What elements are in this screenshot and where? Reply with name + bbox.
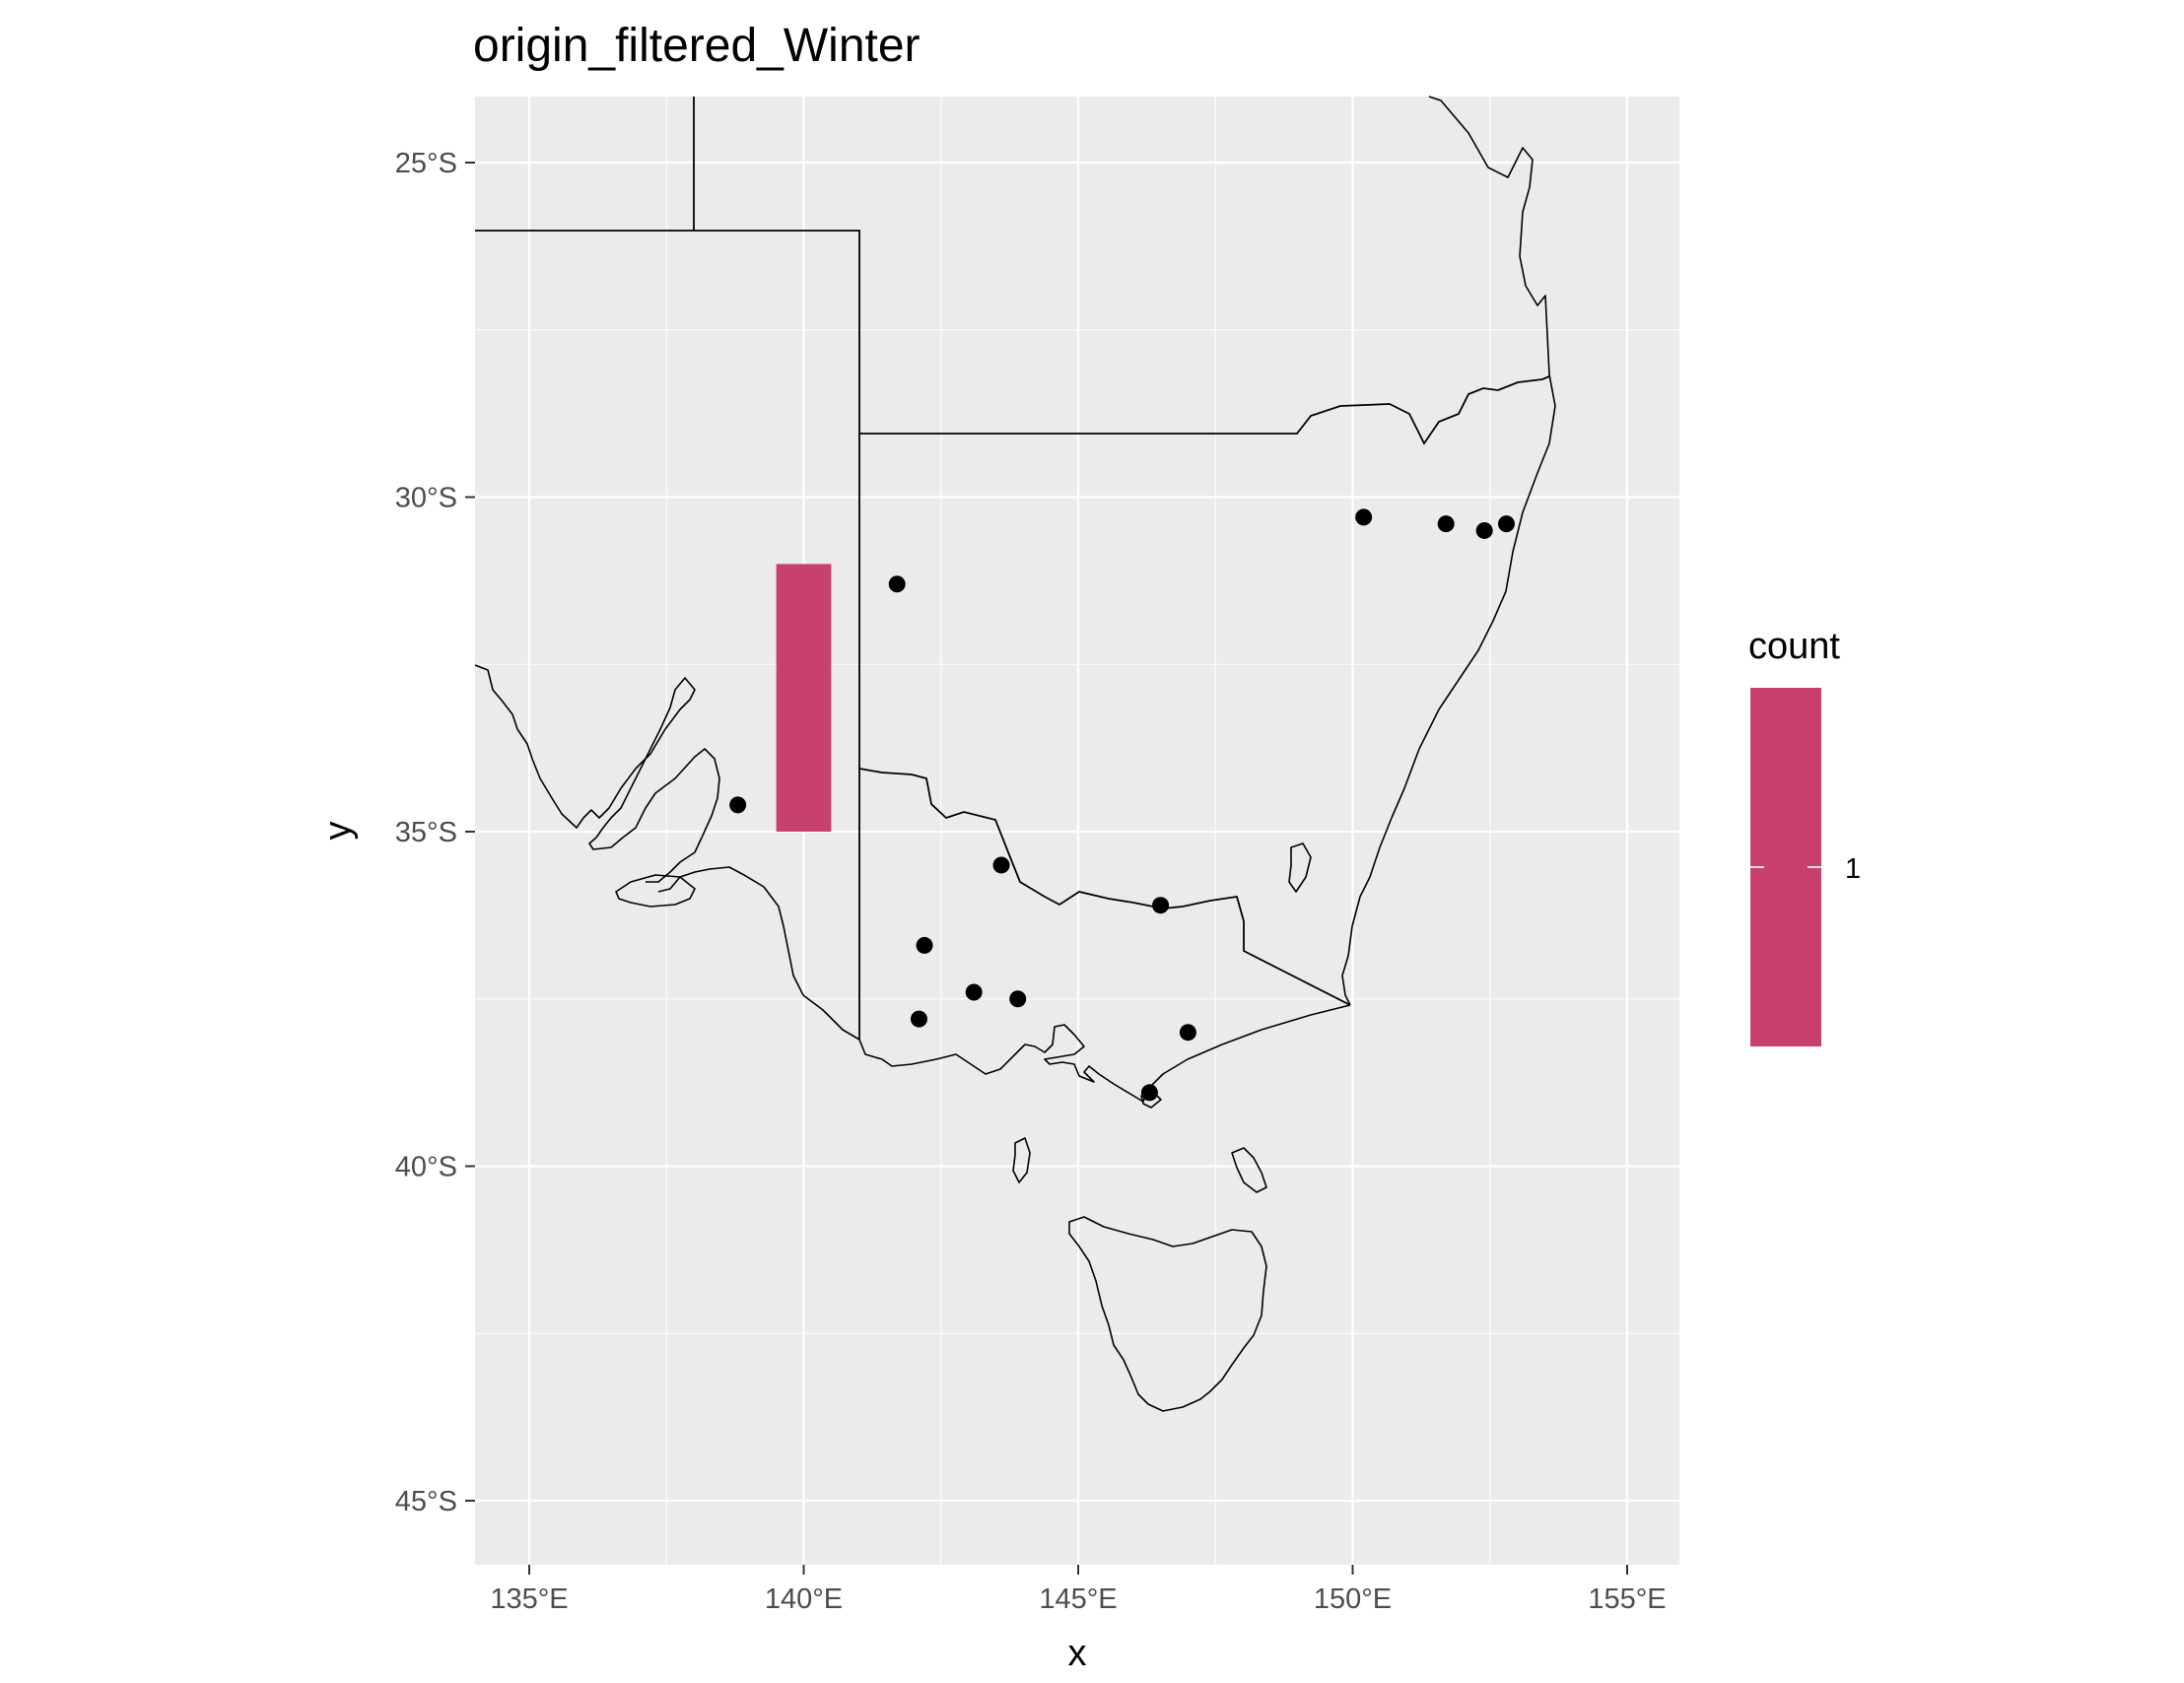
x-axis: 135°E 140°E 145°E 150°E 155°E xyxy=(490,1565,1667,1615)
south-coastline xyxy=(657,866,1351,1103)
data-points xyxy=(729,508,1515,1102)
tasmania xyxy=(1068,1216,1267,1412)
x-tick-label: 140°E xyxy=(765,1583,843,1615)
legend-label: 1 xyxy=(1845,853,1861,885)
state-border-qld xyxy=(475,230,860,1040)
state-border-vic-nsw xyxy=(858,768,1351,1006)
y-tick-label: 45°S xyxy=(395,1486,457,1517)
data-point xyxy=(1179,1024,1196,1042)
x-tick-label: 145°E xyxy=(1039,1583,1117,1615)
kangaroo-island xyxy=(615,874,696,908)
y-axis-title: y xyxy=(317,822,359,841)
x-tick-label: 135°E xyxy=(490,1583,568,1615)
data-point xyxy=(1140,1084,1158,1102)
y-tick-label: 40°S xyxy=(395,1152,457,1183)
data-point xyxy=(888,575,906,593)
data-point xyxy=(916,936,933,954)
east-coastline xyxy=(1341,96,1556,1006)
plot-title: origin_filtered_Winter xyxy=(473,20,921,72)
gulf-coastline xyxy=(474,664,720,883)
legend: count 1 xyxy=(1748,626,1861,1046)
data-point xyxy=(992,856,1010,874)
data-point xyxy=(1475,521,1493,539)
data-point xyxy=(1152,897,1170,914)
y-tick-label: 25°S xyxy=(395,148,457,179)
y-axis: 25°S 30°S 35°S 40°S 45°S xyxy=(395,148,475,1517)
state-border-nsw-qld xyxy=(859,375,1550,445)
data-point xyxy=(1355,508,1373,526)
count-tile xyxy=(776,564,832,832)
data-point xyxy=(1437,515,1455,533)
flinders-island xyxy=(1231,1147,1267,1193)
data-point xyxy=(1497,515,1515,533)
fraser-island xyxy=(1288,842,1312,893)
data-point xyxy=(965,983,983,1001)
x-tick-label: 150°E xyxy=(1314,1583,1392,1615)
y-tick-label: 30°S xyxy=(395,483,457,514)
y-tick-label: 35°S xyxy=(395,817,457,848)
king-island xyxy=(1012,1137,1031,1183)
coastline-map xyxy=(474,96,1556,1412)
legend-title: count xyxy=(1748,626,1840,667)
x-axis-title: x xyxy=(1068,1633,1087,1674)
x-tick-label: 155°E xyxy=(1588,1583,1666,1615)
data-point xyxy=(1009,990,1027,1008)
data-point xyxy=(729,796,747,814)
data-point xyxy=(910,1010,927,1028)
